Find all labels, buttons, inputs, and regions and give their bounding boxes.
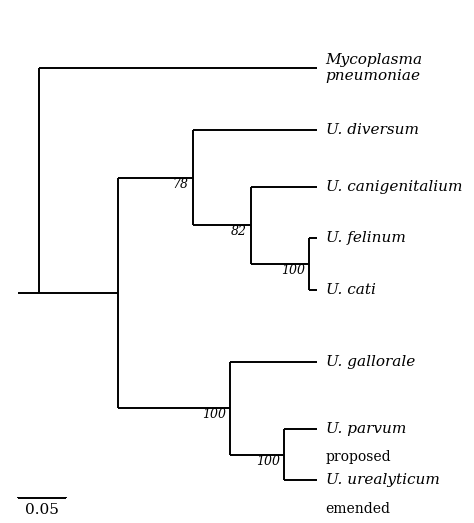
Text: U. parvum: U. parvum	[326, 422, 406, 436]
Text: Mycoplasma
pneumoniae: Mycoplasma pneumoniae	[326, 53, 423, 84]
Text: 100: 100	[281, 264, 305, 277]
Text: U. cati: U. cati	[326, 283, 375, 297]
Text: 82: 82	[230, 225, 246, 238]
Text: U. gallorale: U. gallorale	[326, 355, 415, 369]
Text: 0.05: 0.05	[25, 503, 59, 517]
Text: U. urealyticum: U. urealyticum	[326, 473, 439, 487]
Text: U. canigenitalium: U. canigenitalium	[326, 180, 462, 194]
Text: 100: 100	[202, 408, 226, 421]
Text: 78: 78	[173, 178, 188, 191]
Text: U. diversum: U. diversum	[326, 123, 419, 137]
Text: proposed: proposed	[326, 450, 391, 464]
Text: emended: emended	[326, 502, 391, 516]
Text: U. felinum: U. felinum	[326, 231, 405, 245]
Text: 100: 100	[256, 454, 280, 468]
